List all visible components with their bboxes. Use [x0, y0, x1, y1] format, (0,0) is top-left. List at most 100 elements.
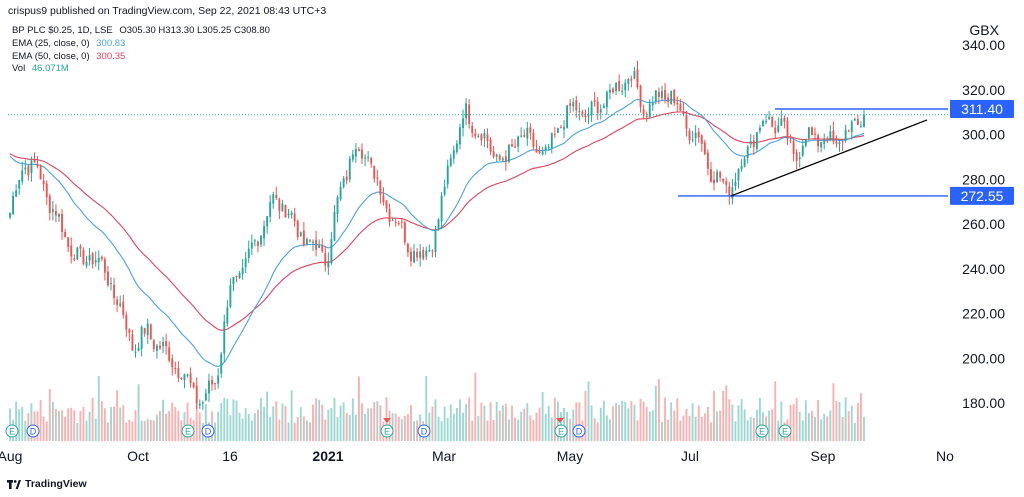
candle-body	[434, 230, 437, 253]
candle-body	[18, 180, 21, 189]
volume-bar	[321, 404, 324, 441]
candle-body	[618, 81, 621, 92]
candle-body	[305, 239, 308, 245]
volume-bar	[79, 411, 82, 441]
volume-bar	[391, 413, 394, 441]
volume-bar	[465, 404, 468, 441]
candle-body	[406, 243, 409, 253]
candle-body	[602, 105, 605, 109]
legend-volume-row[interactable]: Vol 46.071M	[12, 63, 270, 76]
ema50-line	[9, 111, 865, 331]
volume-bar	[471, 420, 474, 441]
candle-body	[400, 221, 403, 223]
volume-bar	[146, 419, 149, 441]
tradingview-logo-icon	[7, 479, 21, 489]
volume-bar	[82, 406, 85, 441]
candle-body	[76, 247, 79, 260]
candle-body	[550, 132, 553, 148]
candle-body	[36, 164, 39, 167]
volume-bar	[30, 403, 33, 441]
candle-body	[345, 176, 348, 181]
event-marker-label: D	[205, 427, 212, 437]
candle-body	[544, 146, 547, 151]
volume-bar	[440, 421, 443, 441]
volume-bar	[379, 405, 382, 441]
candle-body	[189, 373, 192, 384]
candle-body	[419, 251, 422, 258]
volume-bar	[413, 421, 415, 441]
candle-body	[682, 111, 685, 115]
candle-body	[514, 146, 516, 148]
volume-bar	[657, 378, 660, 441]
candle-body	[128, 329, 131, 333]
candle-body	[302, 230, 305, 246]
volume-bar	[302, 416, 305, 441]
volume-bar	[602, 400, 605, 441]
x-tick-label: 16	[222, 448, 238, 464]
legend-ema25-row[interactable]: EMA (25, close, 0) 300.83	[12, 38, 270, 51]
volume-bar	[140, 420, 143, 441]
volume-bar	[58, 410, 60, 441]
candle-body	[208, 380, 210, 394]
candle-body	[431, 250, 434, 252]
candle-body	[134, 351, 137, 353]
volume-bar	[403, 415, 406, 441]
earnings-marker	[554, 424, 568, 438]
volume-bar	[330, 407, 333, 441]
candle-body	[324, 253, 327, 266]
candle-body	[443, 186, 446, 195]
volume-bar	[575, 402, 578, 441]
event-marker-label: E	[185, 427, 191, 437]
x-tick-label: Mar	[432, 448, 456, 464]
y-tick-label: 200.00	[962, 350, 1005, 366]
volume-bar	[691, 403, 694, 441]
candle-body	[651, 103, 654, 106]
candle-body	[247, 248, 250, 259]
volume-bar	[618, 405, 621, 441]
volume-bar	[682, 415, 685, 441]
candle-body	[27, 166, 30, 176]
volume-bar	[400, 419, 403, 441]
candle-body	[535, 148, 538, 153]
candle-body	[492, 151, 495, 157]
volume-bar	[278, 419, 281, 441]
candle-body	[584, 115, 587, 117]
volume-bar	[639, 398, 642, 441]
candle-body	[835, 141, 838, 144]
volume-bar	[532, 419, 535, 441]
candle-body	[596, 101, 599, 114]
volume-bar	[716, 411, 719, 441]
volume-bar	[811, 411, 813, 441]
candle-body	[795, 152, 798, 161]
candle-body	[312, 241, 314, 243]
split-arrow-icon	[556, 418, 564, 423]
candle-body	[21, 170, 24, 182]
candle-body	[679, 103, 682, 111]
volume-bar	[70, 407, 73, 441]
candle-body	[15, 190, 18, 197]
candle-body	[737, 169, 740, 181]
volume-bar	[327, 409, 330, 441]
volume-bar	[483, 405, 486, 441]
volume-bar	[116, 390, 119, 441]
volume-bar	[541, 392, 544, 441]
candle-body	[376, 177, 379, 179]
candle-body	[269, 202, 272, 218]
volume-bar	[88, 411, 91, 441]
volume-bar	[143, 420, 146, 441]
candle-body	[348, 158, 351, 180]
volume-bar	[229, 415, 232, 441]
legend-symbol-row[interactable]: BP PLC $0.25, 1D, LSE O305.30 H313.30 L3…	[12, 25, 270, 38]
volume-bar	[272, 406, 275, 441]
volume-bar	[149, 420, 152, 441]
volume-bar	[734, 421, 737, 441]
candle-body	[844, 129, 847, 141]
volume-bar	[253, 413, 256, 441]
tradingview-brand[interactable]: TradingView	[7, 478, 87, 490]
volume-bar	[284, 405, 287, 441]
candle-body	[91, 253, 94, 265]
volume-bar	[358, 376, 360, 441]
volume-bar	[290, 390, 293, 441]
legend-ema50-row[interactable]: EMA (50, close, 0) 300.35	[12, 51, 270, 64]
